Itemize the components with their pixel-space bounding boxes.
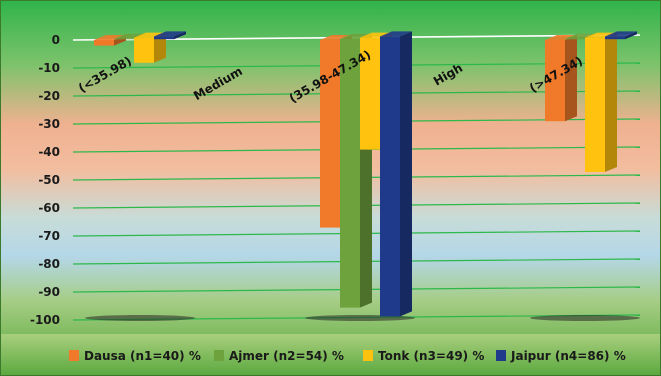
y-tick-label: -100 xyxy=(30,313,60,327)
bar xyxy=(545,35,577,122)
y-tick-label: -50 xyxy=(38,173,60,187)
bar xyxy=(154,31,186,40)
legend-swatch xyxy=(69,350,79,361)
legend-swatch xyxy=(363,350,373,361)
legend-label: Jaipur (n4=86) % xyxy=(510,349,626,363)
legend-label: Ajmer (n2=54) % xyxy=(229,349,344,363)
y-tick-label: -10 xyxy=(38,61,60,75)
y-tick-label: -30 xyxy=(38,117,60,131)
floor-shadow xyxy=(530,315,640,321)
y-tick-label: -70 xyxy=(38,229,60,243)
legend-item: Ajmer (n2=54) % xyxy=(214,349,344,363)
y-tick-label: -80 xyxy=(38,257,60,271)
bar xyxy=(134,32,166,63)
legend-label: Tonk (n3=49) % xyxy=(378,349,484,363)
legend-item: Jaipur (n4=86) % xyxy=(496,349,626,363)
legend-item: Tonk (n3=49) % xyxy=(363,349,484,363)
bar xyxy=(585,32,617,172)
floor-shadow xyxy=(305,315,415,321)
legend-item: Dausa (n1=40) % xyxy=(69,349,201,363)
y-tick-label: -40 xyxy=(38,145,60,159)
legend-label: Dausa (n1=40) % xyxy=(84,349,201,363)
floor-shadow xyxy=(85,315,195,321)
legend-swatch xyxy=(214,350,224,361)
y-tick-label: 0 xyxy=(52,33,60,47)
y-tick-label: -90 xyxy=(38,285,60,299)
legend-background xyxy=(0,334,661,376)
y-tick-label: -60 xyxy=(38,201,60,215)
bar xyxy=(605,31,637,40)
y-tick-label: -20 xyxy=(38,89,60,103)
legend-swatch xyxy=(496,350,506,361)
bar xyxy=(380,31,412,317)
